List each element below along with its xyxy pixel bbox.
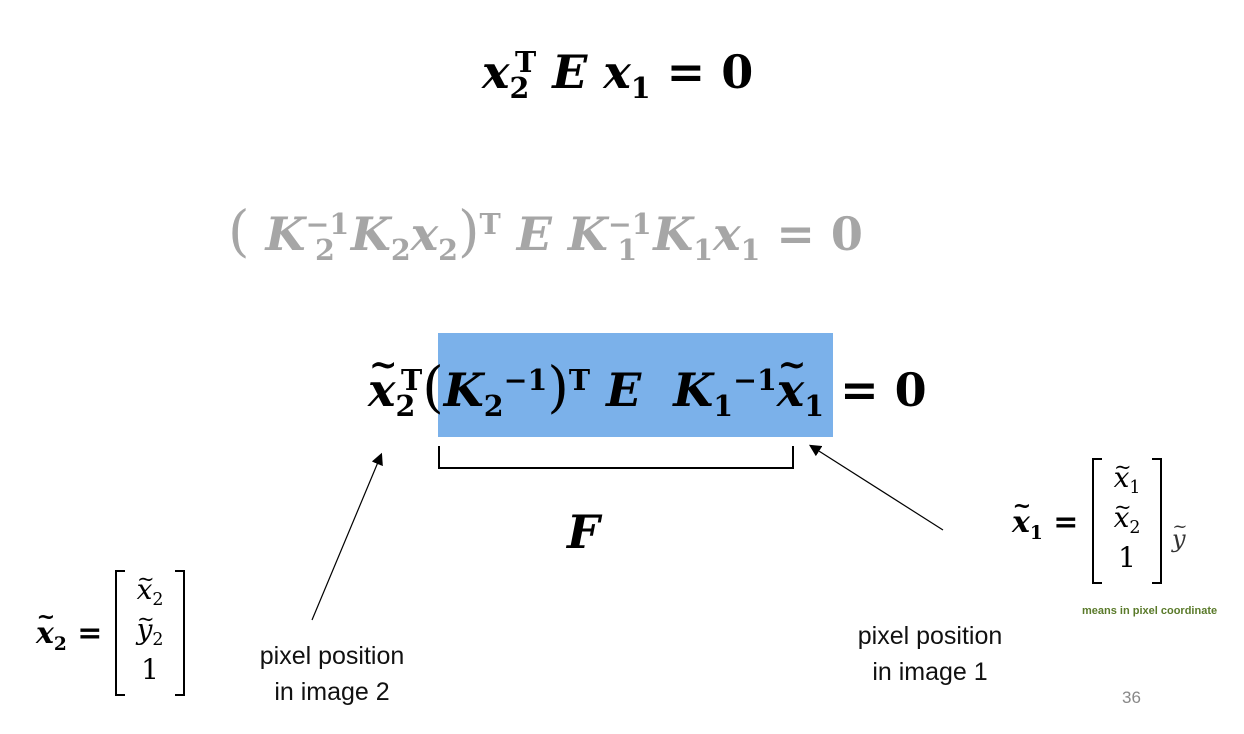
equals-zero: = 0 — [840, 363, 927, 417]
equation-intrinsics: ( K−12 K2x2)T E K−11 K1x1 = 0 — [228, 200, 863, 267]
x2-symbol: x — [482, 45, 510, 99]
arrow-image1 — [808, 444, 944, 531]
transpose: T — [479, 207, 501, 242]
k-symbol: K — [350, 207, 391, 261]
note-line: in image 1 — [872, 658, 988, 686]
equation-essential: x2T E x1 = 0 — [482, 45, 754, 105]
e-symbol: E — [552, 45, 588, 99]
k-symbol: K — [265, 207, 306, 261]
k-symbol: K — [653, 207, 694, 261]
note-pixel-image1: pixel position in image 1 — [838, 618, 1022, 690]
subscript: 2 — [1129, 518, 1141, 539]
paren-right: ) — [547, 356, 569, 420]
pixel-coordinate-note: means in pixel coordinate — [1082, 605, 1218, 617]
inverse: −1 — [733, 363, 777, 398]
f-bracket — [438, 446, 794, 469]
page-number: 36 — [1122, 688, 1141, 707]
subscript: 1 — [1129, 478, 1141, 499]
matrix-row: 1 — [115, 650, 185, 690]
k-symbol: K — [443, 363, 484, 417]
transpose: T — [401, 363, 423, 398]
subscript: 2 — [390, 232, 411, 267]
equals-zero: = 0 — [666, 45, 754, 99]
subscript: 1 — [617, 232, 638, 267]
inverse: −1 — [503, 363, 548, 398]
subscript: 1 — [740, 232, 761, 267]
e-symbol: E — [606, 363, 642, 417]
subscript: 2 — [152, 590, 164, 611]
vector-x1-label: x1 = — [1012, 493, 1079, 543]
note-pixel-image2: pixel position in image 2 — [238, 638, 426, 710]
equals-sign: = — [1053, 505, 1079, 540]
subscript: 2 — [315, 232, 335, 267]
paren-right: ) — [458, 200, 480, 264]
transpose: T — [515, 45, 537, 80]
subscript: 2 — [438, 232, 459, 267]
entry: y — [137, 599, 155, 650]
subscript: 2 — [395, 388, 416, 423]
entry: 1 — [1118, 541, 1136, 574]
matrix-row: x1 — [1092, 447, 1162, 499]
x1-symbol: x — [603, 45, 631, 99]
entry: 1 — [141, 653, 159, 686]
subscript: 1 — [804, 388, 825, 423]
subscript: 2 — [509, 70, 530, 105]
f-label: F — [567, 505, 600, 559]
matrix-row: x2 — [1092, 487, 1162, 539]
entry: x — [1114, 447, 1132, 498]
equals-zero: = 0 — [776, 207, 863, 261]
k-symbol: K — [567, 207, 608, 261]
matrix-row: 1 — [1092, 538, 1162, 578]
note-line: in image 2 — [274, 678, 390, 706]
equation-fundamental: x2T(K2−1)T E K1−1x1 = 0 — [368, 345, 927, 423]
x-tilde-symbol: x — [36, 604, 55, 651]
x-symbol: x — [713, 207, 741, 261]
matrix-row: y2 — [115, 599, 185, 651]
subscript: 2 — [53, 633, 67, 655]
arrow-image2 — [311, 452, 383, 621]
bracket-left — [115, 570, 125, 696]
vector-x2-label: x2 = — [36, 604, 103, 654]
x-symbol: x — [410, 207, 439, 261]
inverse: −1 — [607, 207, 652, 242]
subscript: 1 — [1029, 522, 1043, 544]
paren-left: ( — [228, 200, 250, 264]
x1-tilde-symbol: x — [777, 345, 807, 417]
paren-left: ( — [422, 356, 444, 420]
subscript: 2 — [483, 388, 504, 423]
vector-x1-matrix: x1 x2 1 — [1092, 447, 1162, 584]
subscript: 1 — [693, 232, 714, 267]
bracket-right — [1152, 458, 1162, 584]
bracket-left — [1092, 458, 1102, 584]
equals-sign: = — [77, 616, 103, 651]
subscript: 1 — [630, 70, 651, 105]
transpose: T — [568, 363, 591, 398]
inverse: −1 — [305, 207, 350, 242]
note-line: pixel position — [857, 622, 1003, 650]
entry: x — [137, 559, 155, 610]
vector-x2-matrix: x2 y2 1 — [115, 559, 185, 696]
fundamental-highlight — [438, 333, 833, 437]
bracket-right — [175, 570, 185, 696]
subscript: 2 — [152, 630, 164, 651]
k-symbol: K — [673, 363, 714, 417]
entry: x — [1114, 487, 1132, 538]
matrix-row: x2 — [115, 559, 185, 611]
subscript: 1 — [713, 388, 734, 423]
x-tilde-symbol: x — [1012, 493, 1031, 540]
e-symbol: E — [516, 207, 552, 261]
note-line: pixel position — [259, 642, 405, 670]
x2-tilde-symbol: x — [368, 345, 398, 417]
clipped-y-symbol: y — [1172, 516, 1187, 553]
